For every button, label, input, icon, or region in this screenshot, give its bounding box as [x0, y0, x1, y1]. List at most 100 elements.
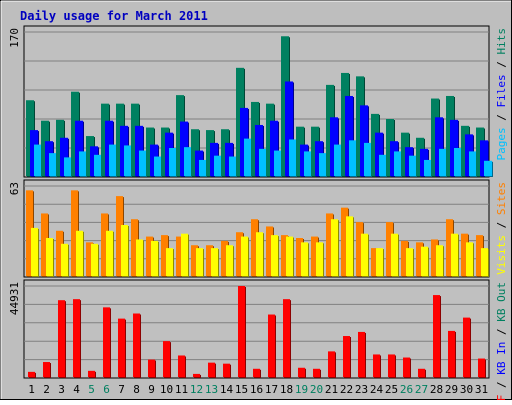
bar-visits	[316, 242, 323, 276]
bar-sites	[41, 213, 48, 276]
bar-sites	[431, 239, 438, 276]
bar-kb-f	[478, 358, 485, 377]
bar-kb-f	[208, 362, 215, 377]
bar-pages	[199, 159, 207, 176]
bar-pages	[484, 160, 492, 176]
bar-sites	[116, 196, 123, 276]
bar-kb-f	[343, 336, 350, 377]
bar-pages	[34, 144, 42, 176]
bar-kb-f	[253, 368, 260, 377]
bar-visits	[301, 242, 308, 276]
bar-pages	[94, 154, 102, 176]
bar-sites	[191, 245, 198, 276]
bar-pages	[454, 148, 462, 176]
bar-visits	[286, 236, 293, 276]
bar-kb-f	[73, 299, 80, 377]
x-tick-label: 12	[190, 383, 203, 396]
bar-files	[270, 120, 278, 176]
y-max-label: 63	[8, 182, 21, 195]
bar-visits	[436, 245, 443, 276]
y-series-label: KB F / KB In / KB Out	[495, 282, 508, 400]
bar-visits	[46, 238, 53, 276]
x-tick-label: 5	[88, 383, 95, 396]
x-tick-label: 3	[58, 383, 65, 396]
bar-pages	[469, 151, 477, 176]
bar-kb-f	[133, 313, 140, 377]
x-tick-label: 20	[310, 383, 323, 396]
bar-pages	[154, 156, 162, 176]
bar-pages	[319, 153, 327, 176]
bar-kb-f	[388, 354, 395, 377]
y-series-label-part: Hits	[495, 28, 508, 55]
bar-files	[435, 117, 443, 176]
x-tick-label: 17	[265, 383, 278, 396]
bar-kb-f	[298, 367, 305, 377]
plot-area	[23, 279, 490, 379]
bar-kb-f	[463, 317, 470, 377]
y-series-label-part: /	[495, 322, 508, 342]
bar-kb-f	[403, 357, 410, 377]
y-series-label-part: Files	[495, 74, 508, 107]
bar-kb-f	[88, 370, 95, 377]
bar-sites	[86, 242, 93, 276]
y-series-label-part: Visits	[495, 235, 508, 275]
bar-visits	[226, 245, 233, 276]
bar-sites	[416, 242, 423, 276]
y-series-label-part: /	[495, 55, 508, 75]
bar-visits	[166, 248, 173, 276]
y-series-label: Visits / Sites	[495, 182, 508, 275]
x-tick-label: 16	[250, 383, 263, 396]
bar-sites	[161, 235, 168, 276]
bar-sites	[461, 233, 468, 276]
x-tick-label: 2	[43, 383, 50, 396]
bar-sites	[221, 240, 228, 276]
bar-pages	[439, 148, 447, 176]
bar-visits	[271, 235, 278, 276]
bar-pages	[424, 159, 432, 176]
bar-sites	[386, 222, 393, 276]
bar-kb-f	[448, 330, 455, 377]
bar-sites	[341, 207, 348, 276]
bar-visits	[376, 248, 383, 276]
bar-sites	[101, 213, 108, 276]
bar-pages	[259, 148, 267, 176]
bar-kb-f	[103, 307, 110, 377]
bar-kb-f	[118, 318, 125, 377]
bar-sites	[56, 230, 63, 276]
bar-visits	[151, 240, 158, 276]
bar-pages	[274, 150, 282, 176]
bar-files	[60, 137, 68, 176]
bar-sites	[251, 219, 258, 276]
bar-sites	[266, 226, 273, 276]
bar-visits	[121, 225, 128, 276]
bar-kb-f	[418, 368, 425, 377]
bar-kb-f	[373, 354, 380, 377]
x-tick-label: 4	[73, 383, 80, 396]
bar-sites	[206, 245, 213, 276]
x-tick-label: 15	[235, 383, 248, 396]
x-axis: 1 2 3 4 5 6 7 8 9 10 11 12 13 14 15 16 17 18 19 20 21 22 23 24 2…	[28, 383, 488, 396]
bar-visits	[346, 216, 353, 276]
bar-visits	[241, 236, 248, 276]
bar-pages	[184, 147, 192, 176]
bar-sites	[146, 236, 153, 276]
bar-visits	[61, 243, 68, 276]
x-tick-label: 8	[133, 383, 140, 396]
bar-visits	[106, 230, 113, 276]
bar-kb-f	[328, 351, 335, 377]
x-tick-label: 21	[325, 383, 338, 396]
y-series-label-part: /	[495, 375, 508, 395]
bar-visits	[466, 242, 473, 276]
bar-kb-f	[223, 363, 230, 377]
bar-pages	[229, 156, 237, 176]
bar-visits	[406, 248, 413, 276]
bar-visits	[91, 243, 98, 276]
x-tick-label: 19	[295, 383, 308, 396]
bar-kb-f	[193, 373, 200, 377]
bar-sites	[446, 219, 453, 276]
bar-sites	[371, 248, 378, 276]
bar-pages	[214, 155, 222, 176]
x-tick-label: 30	[460, 383, 473, 396]
